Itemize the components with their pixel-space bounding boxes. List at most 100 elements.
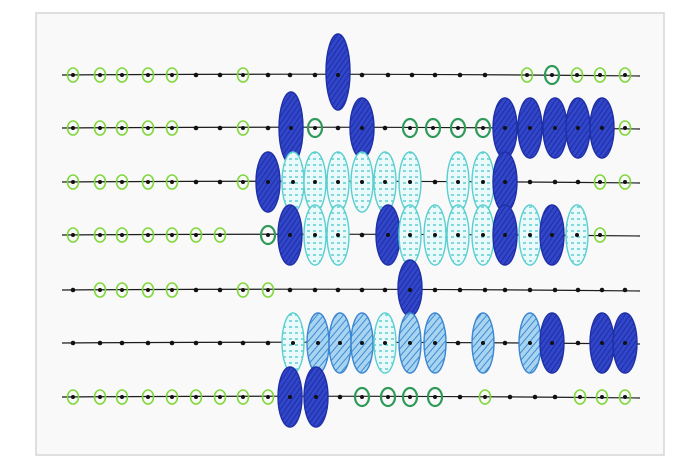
dot [385, 72, 391, 78]
dot [359, 232, 365, 238]
dot [481, 126, 485, 130]
dot [70, 340, 76, 346]
dot [503, 233, 507, 237]
green-ring [593, 174, 607, 190]
dot [598, 73, 602, 77]
green-ring [261, 389, 275, 405]
green-ring [93, 389, 107, 405]
dot [431, 126, 435, 130]
dot [193, 72, 199, 78]
dot [241, 73, 245, 77]
dot [217, 72, 223, 78]
dot [266, 233, 270, 237]
green-ring [573, 389, 587, 405]
dot [456, 233, 460, 237]
dot [432, 72, 438, 78]
green-ring [165, 174, 179, 190]
dot [241, 126, 245, 130]
dot [598, 233, 602, 237]
green-ring [165, 282, 179, 298]
dot [575, 340, 581, 346]
dot [575, 233, 579, 237]
dot [481, 180, 485, 184]
dot [457, 287, 463, 293]
dot [336, 233, 340, 237]
dot [70, 287, 76, 293]
dot [266, 288, 270, 292]
dot [623, 341, 627, 345]
dot [119, 340, 125, 346]
dot [623, 395, 627, 399]
green-ring [115, 282, 129, 298]
green-ring [570, 67, 584, 83]
dot [503, 180, 507, 184]
dot [170, 288, 174, 292]
green-ring [618, 120, 632, 136]
dot [578, 395, 582, 399]
dot [265, 340, 271, 346]
dot [598, 180, 602, 184]
dot [71, 73, 75, 77]
green-ring [424, 117, 442, 139]
dot [481, 341, 485, 345]
dot [120, 395, 124, 399]
dot [313, 180, 317, 184]
dot [98, 233, 102, 237]
dot [289, 126, 293, 130]
green-ring [236, 282, 250, 298]
dot [169, 340, 175, 346]
dot [622, 287, 628, 293]
dot [312, 287, 318, 293]
dot [193, 125, 199, 131]
dot [455, 340, 461, 346]
green-ring [115, 67, 129, 83]
dot [313, 233, 317, 237]
dot [194, 233, 198, 237]
green-ring [474, 117, 492, 139]
dot [146, 73, 150, 77]
dot [552, 394, 558, 400]
dot [120, 73, 124, 77]
green-ring [141, 174, 155, 190]
dot [170, 126, 174, 130]
dot [575, 287, 581, 293]
dot [120, 180, 124, 184]
dot [456, 180, 460, 184]
dot [483, 395, 487, 399]
dot [291, 180, 295, 184]
dot [120, 288, 124, 292]
dot [359, 72, 365, 78]
green-ring [236, 120, 250, 136]
dot [360, 126, 364, 130]
green-ring [165, 120, 179, 136]
green-ring [618, 67, 632, 83]
dot [386, 395, 390, 399]
dot [623, 180, 627, 184]
green-ring [478, 389, 492, 405]
dot [241, 288, 245, 292]
dot [550, 233, 554, 237]
dot [287, 72, 293, 78]
dot [314, 395, 318, 399]
green-ring [353, 386, 371, 408]
dot [288, 395, 292, 399]
green-ring [141, 67, 155, 83]
dot [432, 287, 438, 293]
dot [266, 180, 270, 184]
dot [433, 233, 437, 237]
dot [502, 287, 508, 293]
green-ring [543, 64, 561, 86]
green-ring [115, 120, 129, 136]
green-ring [236, 67, 250, 83]
dot [360, 341, 364, 345]
dot [194, 395, 198, 399]
dot [193, 340, 199, 346]
dot [408, 126, 412, 130]
dot [360, 180, 364, 184]
dot [456, 126, 460, 130]
dot [170, 395, 174, 399]
dot [382, 125, 388, 131]
dot [382, 287, 388, 293]
dot [599, 287, 605, 293]
green-ring [213, 227, 227, 243]
